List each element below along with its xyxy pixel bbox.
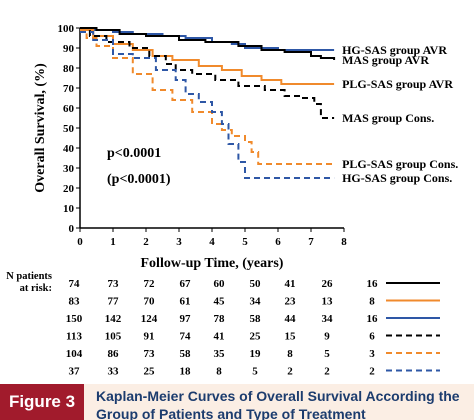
risk-table-cell: 5 — [324, 348, 330, 360]
risk-table-label-line1: N patients — [6, 271, 52, 282]
risk-table-cell: 60 — [214, 278, 226, 290]
risk-table-cell: 58 — [250, 313, 262, 325]
risk-table-cell: 8 — [287, 348, 293, 360]
risk-table-cell: 8 — [216, 366, 222, 378]
risk-table-cell: 5 — [252, 366, 258, 378]
risk-table-cell: 35 — [214, 348, 226, 360]
y-axis-label: Overall Survival, (%) — [33, 63, 48, 193]
series-label: HG-SAS group AVR — [342, 43, 447, 57]
risk-table-cell: 91 — [144, 331, 155, 343]
y-tick-label: 80 — [63, 63, 75, 75]
y-tick-label: 70 — [63, 83, 75, 95]
risk-table-cell: 13 — [322, 296, 334, 308]
figure-caption-bar: Figure 3 Kaplan-Meier Curves of Overall … — [0, 384, 474, 420]
risk-table-cell: 74 — [69, 278, 81, 290]
x-tick-label: 1 — [110, 236, 116, 248]
x-tick-label: 4 — [209, 236, 215, 248]
survival-curve-6 — [80, 31, 335, 179]
y-tick-label: 30 — [63, 163, 75, 175]
risk-table-cell: 124 — [141, 313, 158, 325]
risk-table-cell: 77 — [108, 296, 120, 308]
x-tick-label: 2 — [143, 236, 149, 248]
risk-table-cell: 2 — [324, 366, 330, 378]
risk-table-cell: 34 — [322, 313, 334, 325]
survival-curve-4 — [80, 29, 335, 119]
x-axis-label: Follow-up Time, (years) — [141, 256, 284, 271]
series-label: PLG-SAS group AVR — [342, 77, 453, 91]
risk-table-cell: 9 — [324, 331, 330, 343]
risk-table-cell: 6 — [369, 331, 375, 343]
risk-table-cell: 150 — [66, 313, 83, 325]
y-tick-label: 100 — [58, 23, 75, 35]
risk-table-cell: 58 — [180, 348, 192, 360]
series-label: MAS group Cons. — [342, 111, 434, 125]
risk-table-cell: 74 — [180, 331, 192, 343]
series-label: HG-SAS group Cons. — [342, 171, 452, 185]
survival-curve-5 — [80, 29, 335, 165]
survival-curve-1 — [80, 27, 335, 51]
risk-table-cell: 26 — [322, 278, 334, 290]
risk-table-cell: 50 — [250, 278, 262, 290]
risk-table-cell: 72 — [144, 278, 156, 290]
y-tick-label: 60 — [63, 103, 75, 115]
x-tick-label: 8 — [341, 236, 347, 248]
risk-table-cell: 44 — [285, 313, 297, 325]
x-tick-label: 7 — [308, 236, 314, 248]
risk-table-cell: 33 — [108, 366, 120, 378]
risk-table-cell: 25 — [144, 366, 156, 378]
risk-table-cell: 83 — [69, 296, 81, 308]
risk-table-cell: 16 — [367, 313, 379, 325]
y-tick-label: 20 — [63, 183, 75, 195]
risk-table-cell: 45 — [214, 296, 226, 308]
risk-table-cell: 70 — [144, 296, 156, 308]
y-tick-label: 40 — [63, 143, 75, 155]
risk-table-cell: 8 — [369, 296, 375, 308]
risk-table-cell: 73 — [144, 348, 156, 360]
risk-table-cell: 97 — [180, 313, 192, 325]
risk-table-cell: 104 — [66, 348, 83, 360]
survival-curve-2 — [80, 27, 336, 60]
p-value-annotation-paren: (p<0.0001) — [107, 172, 171, 187]
p-value-annotation: p<0.0001 — [107, 146, 161, 161]
risk-table-cell: 15 — [285, 331, 297, 343]
risk-table-cell: 105 — [105, 331, 122, 343]
risk-table-cell: 2 — [287, 366, 293, 378]
risk-table-cell: 19 — [250, 348, 262, 360]
series-label: MAS group AVR — [342, 53, 429, 67]
risk-table-cell: 61 — [180, 296, 191, 308]
risk-table-cell: 2 — [369, 366, 375, 378]
risk-table-label-line2: at risk: — [20, 283, 52, 294]
y-tick-label: 90 — [63, 43, 75, 55]
risk-table-cell: 142 — [105, 313, 122, 325]
risk-table-cell: 37 — [69, 366, 81, 378]
x-tick-label: 5 — [242, 236, 248, 248]
risk-table-cell: 67 — [180, 278, 192, 290]
series-label: PLG-SAS group Cons. — [342, 157, 458, 171]
risk-table-cell: 78 — [214, 313, 226, 325]
risk-table-cell: 25 — [250, 331, 262, 343]
risk-table-cell: 113 — [66, 331, 82, 343]
risk-table-cell: 16 — [367, 278, 379, 290]
x-tick-label: 3 — [176, 236, 182, 248]
y-tick-label: 50 — [63, 123, 75, 135]
x-tick-label: 6 — [275, 236, 281, 248]
risk-table-cell: 18 — [180, 366, 192, 378]
figure-label: Figure 3 — [0, 384, 84, 420]
risk-table-cell: 73 — [108, 278, 120, 290]
risk-table-cell: 34 — [250, 296, 262, 308]
risk-table-cell: 41 — [214, 331, 225, 343]
y-tick-label: 0 — [69, 223, 75, 235]
risk-table-cell: 41 — [285, 278, 296, 290]
risk-table-cell: 86 — [108, 348, 120, 360]
y-tick-label: 10 — [63, 203, 75, 215]
risk-table-cell: 3 — [369, 348, 375, 360]
x-tick-label: 0 — [77, 236, 83, 248]
risk-table-cell: 23 — [285, 296, 297, 308]
figure-caption-text: Kaplan-Meier Curves of Overall Survival … — [96, 388, 460, 420]
